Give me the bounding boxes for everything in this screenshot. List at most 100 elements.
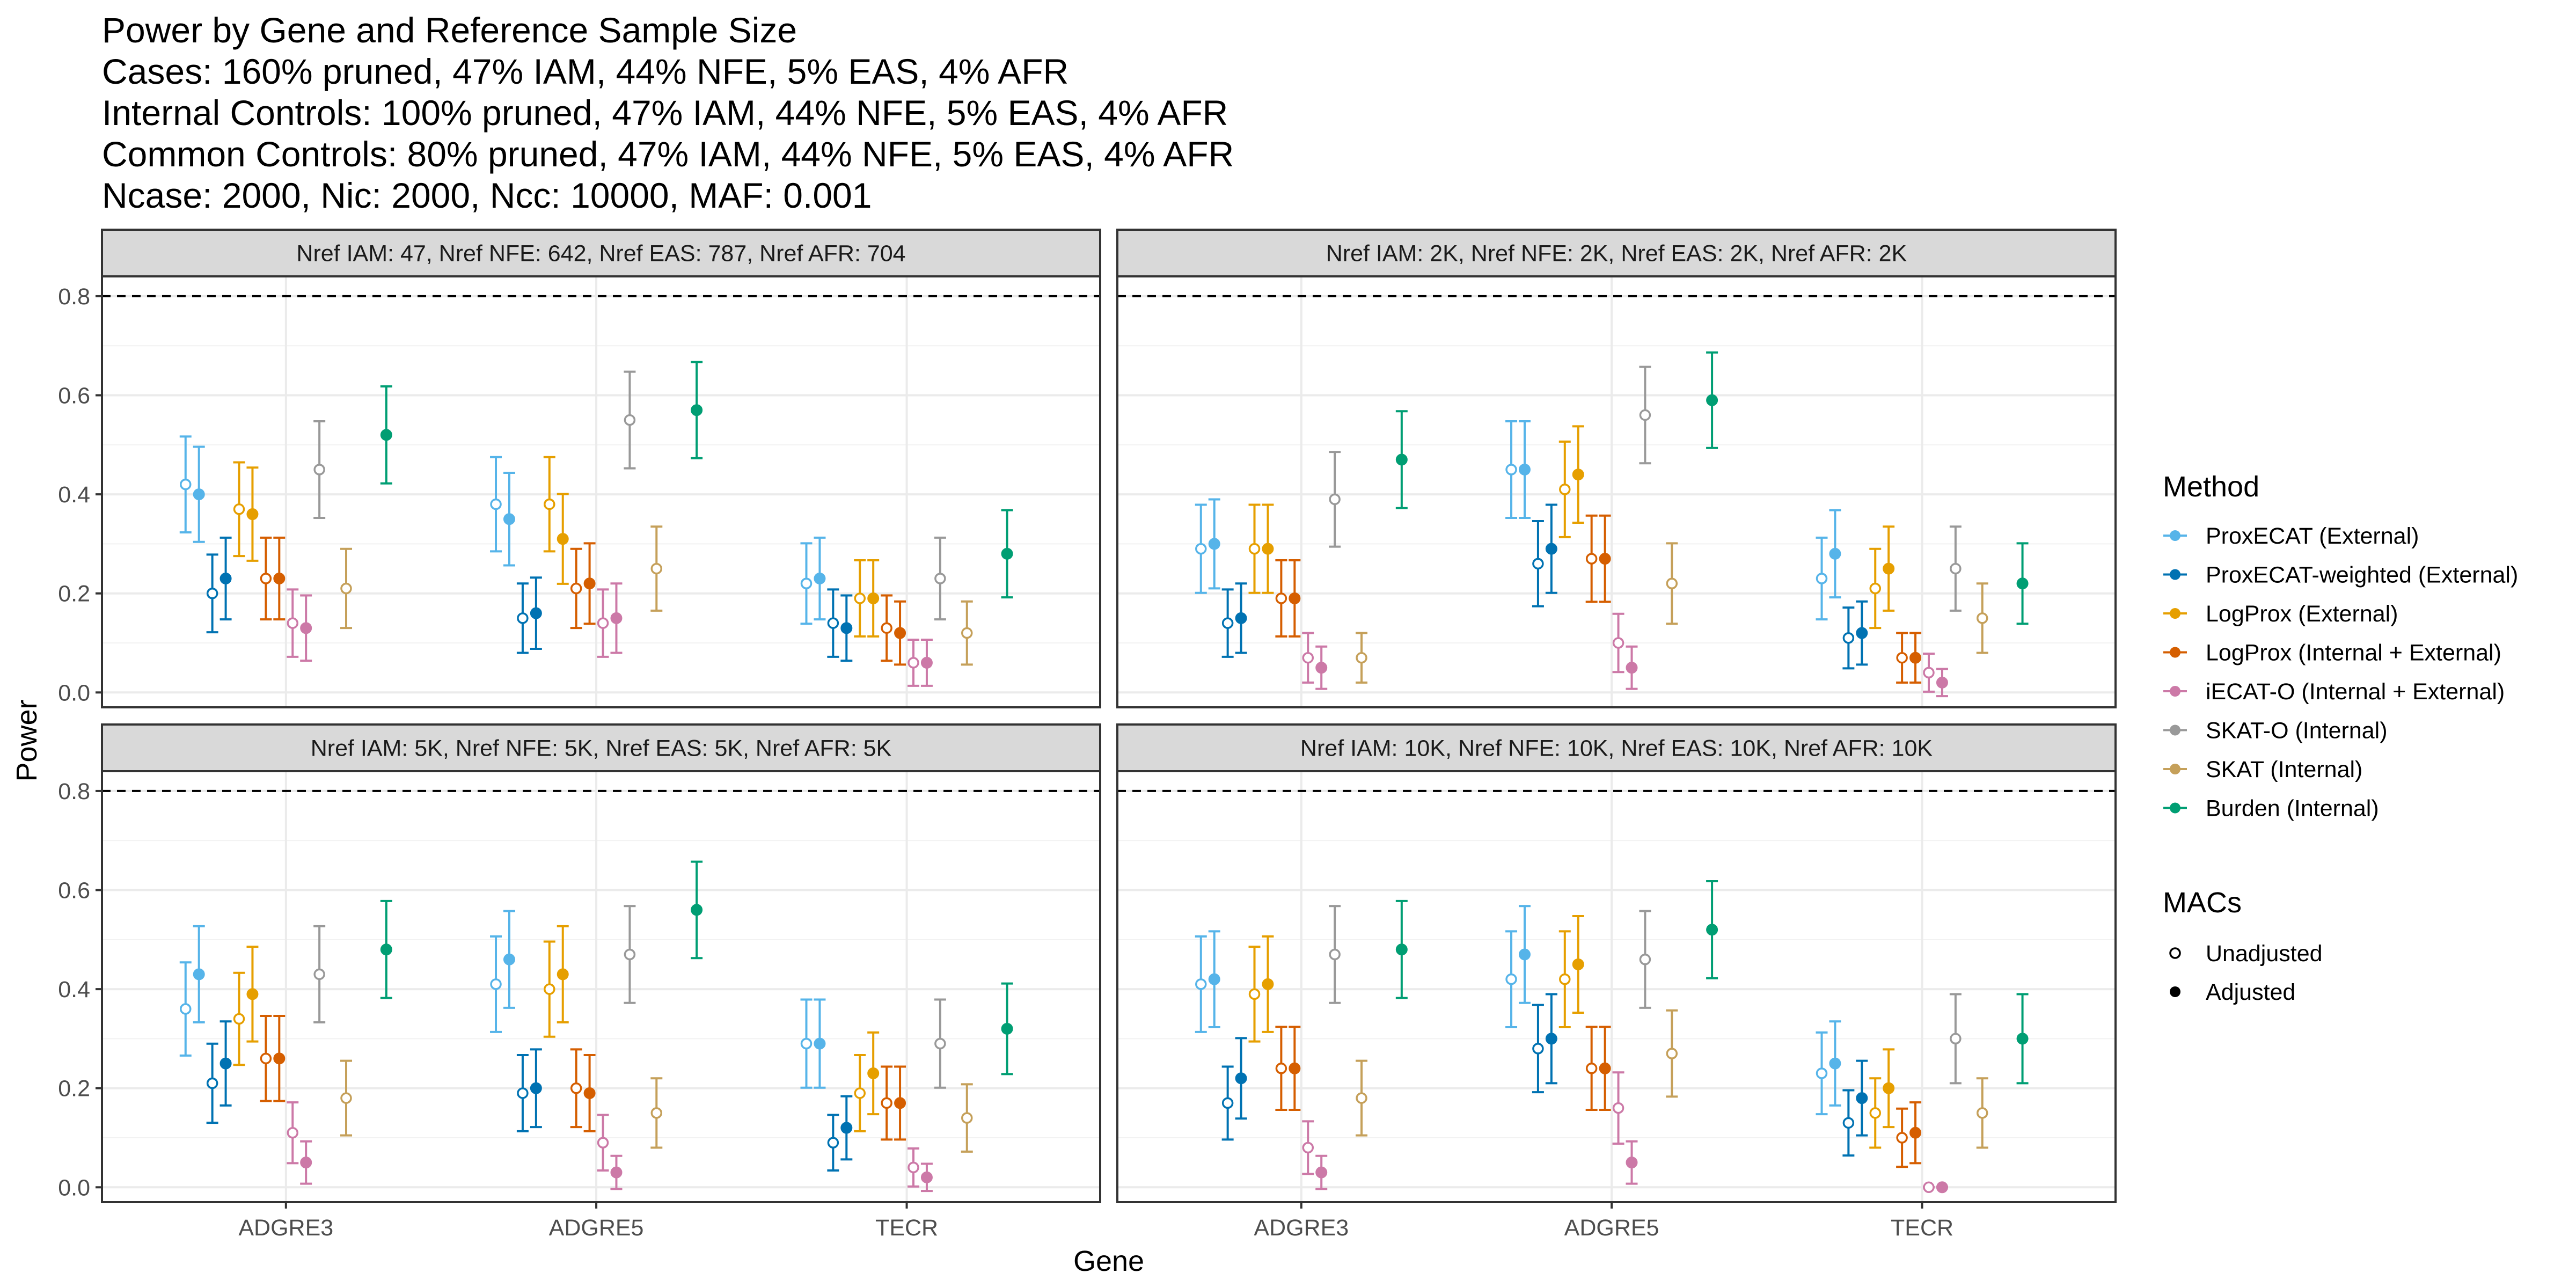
panel-background xyxy=(102,276,1100,707)
point-adjusted xyxy=(1829,547,1841,560)
point-adjusted xyxy=(530,607,542,619)
subtitle-line-sample-sizes: Ncase: 2000, Nic: 2000, Ncc: 10000, MAF:… xyxy=(102,175,872,215)
legend-method-key-point xyxy=(2170,647,2180,658)
point-unadjusted xyxy=(908,657,919,669)
point-unadjusted xyxy=(1195,543,1207,555)
facet-strip xyxy=(1116,229,2117,277)
point-unadjusted xyxy=(854,592,866,604)
point-adjusted xyxy=(610,1166,623,1179)
point-unadjusted xyxy=(1505,973,1517,985)
point-adjusted xyxy=(867,592,880,604)
point-unadjusted xyxy=(206,587,218,599)
point-adjusted xyxy=(380,429,392,441)
point-adjusted xyxy=(557,968,569,980)
x-axis-title: Gene xyxy=(1073,1245,1144,1277)
point-unadjusted xyxy=(650,562,663,575)
point-adjusted xyxy=(1626,1157,1638,1169)
point-unadjusted xyxy=(881,1097,892,1109)
y-axis-title: Power xyxy=(11,699,43,781)
point-adjusted xyxy=(691,404,703,416)
point-unadjusted xyxy=(1923,667,1935,679)
facet-strip xyxy=(1116,723,2117,772)
legend-method-label: Burden (Internal) xyxy=(2206,796,2379,822)
point-adjusted xyxy=(273,573,286,585)
point-unadjusted xyxy=(1869,582,1881,595)
point-unadjusted xyxy=(624,948,636,961)
point-unadjusted xyxy=(1923,1181,1935,1194)
legend-method-key-point xyxy=(2170,686,2180,697)
point-unadjusted xyxy=(1329,493,1341,506)
point-unadjusted xyxy=(800,1037,813,1050)
point-unadjusted xyxy=(1816,573,1828,584)
point-adjusted xyxy=(246,988,259,1000)
y-tick-label: 0.2 xyxy=(58,581,90,607)
point-unadjusted xyxy=(1221,617,1234,629)
point-adjusted xyxy=(1883,1082,1895,1094)
point-unadjusted xyxy=(340,1092,352,1104)
point-unadjusted xyxy=(570,1082,582,1094)
legend-method-label: LogProx (External) xyxy=(2206,601,2398,627)
point-unadjusted xyxy=(313,464,325,475)
point-adjusted xyxy=(1395,943,1408,956)
y-tick-label: 0.4 xyxy=(58,977,90,1002)
point-unadjusted xyxy=(800,577,813,590)
legend-method-key-point xyxy=(2170,569,2180,580)
point-unadjusted xyxy=(881,622,892,634)
point-adjusted xyxy=(300,1157,312,1169)
point-unadjusted xyxy=(517,1087,529,1099)
point-unadjusted xyxy=(544,983,555,995)
point-adjusted xyxy=(1001,1022,1013,1035)
point-unadjusted xyxy=(624,414,636,426)
legend-method-title: Method xyxy=(2163,471,2259,503)
chart-title: Power by Gene and Reference Sample Size … xyxy=(102,10,1234,216)
point-adjusted xyxy=(219,573,232,585)
point-unadjusted xyxy=(1666,1048,1678,1059)
point-unadjusted xyxy=(313,968,325,980)
point-adjusted xyxy=(583,1087,596,1099)
point-unadjusted xyxy=(1275,592,1287,604)
point-unadjusted xyxy=(1248,543,1261,555)
facet-strip xyxy=(101,229,1101,277)
subtitle-line-internal-controls: Internal Controls: 100% pruned, 47% IAM,… xyxy=(102,93,1228,133)
point-unadjusted xyxy=(1302,1141,1314,1154)
point-unadjusted xyxy=(1842,632,1855,644)
point-adjusted xyxy=(583,577,596,590)
point-adjusted xyxy=(814,573,826,585)
point-unadjusted xyxy=(1639,409,1651,421)
point-adjusted xyxy=(1315,1166,1328,1179)
point-adjusted xyxy=(1235,612,1247,624)
point-unadjusted xyxy=(1532,558,1544,570)
x-tick-label: ADGRE3 xyxy=(1254,1215,1349,1241)
point-unadjusted xyxy=(1816,1067,1828,1079)
point-adjusted xyxy=(1936,1181,1948,1194)
y-tick-label: 0.6 xyxy=(58,383,90,409)
legend-method-key-point xyxy=(2170,608,2180,619)
point-adjusted xyxy=(1599,553,1611,565)
point-adjusted xyxy=(840,1122,853,1134)
point-unadjusted xyxy=(287,617,299,629)
y-tick-label: 0.0 xyxy=(58,1175,90,1201)
point-unadjusted xyxy=(1612,1102,1624,1114)
point-adjusted xyxy=(1545,1033,1557,1045)
point-adjusted xyxy=(2016,1033,2029,1045)
point-unadjusted xyxy=(180,478,192,491)
legend-method-key-point xyxy=(2170,724,2180,736)
point-adjusted xyxy=(503,513,515,525)
y-tick-label: 0.6 xyxy=(58,878,90,904)
panel-background xyxy=(1117,771,2116,1202)
legend-method-key-point xyxy=(2170,802,2180,814)
point-unadjusted xyxy=(1896,652,1908,664)
point-adjusted xyxy=(1572,469,1584,481)
legend-macs-key-unadjusted xyxy=(2169,947,2181,959)
panel-background xyxy=(102,771,1100,1202)
point-adjusted xyxy=(1572,958,1584,970)
legend-method-key-point xyxy=(2170,764,2180,774)
point-adjusted xyxy=(920,1171,933,1183)
point-unadjusted xyxy=(206,1077,218,1089)
legend-method-label: SKAT (Internal) xyxy=(2206,757,2362,782)
point-unadjusted xyxy=(260,573,272,584)
y-tick-label: 0.8 xyxy=(58,284,90,310)
point-adjusted xyxy=(610,612,623,624)
point-adjusted xyxy=(1518,948,1531,961)
point-unadjusted xyxy=(1977,612,1988,624)
